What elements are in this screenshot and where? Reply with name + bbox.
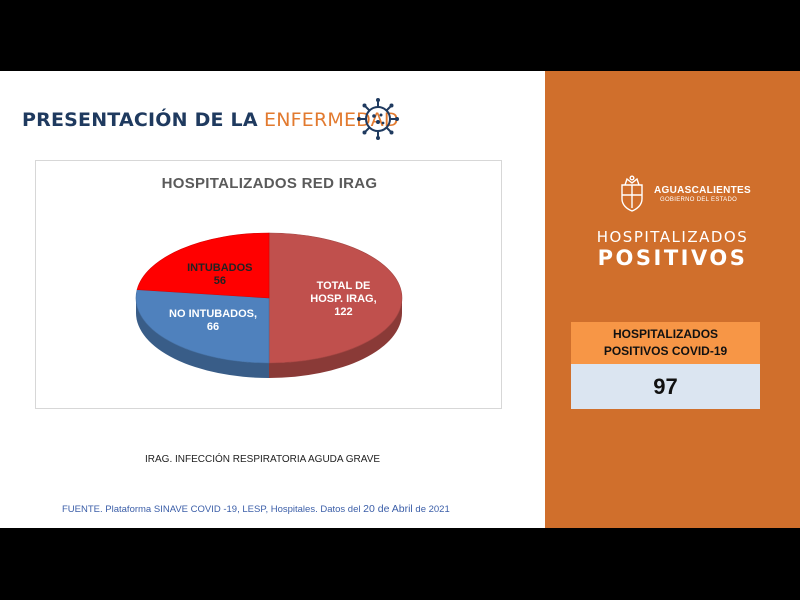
pie-side-1 [136, 298, 269, 378]
pie-label-0: TOTAL DE HOSP. IRAG, 122 [310, 280, 376, 318]
pie-chart: TOTAL DE HOSP. IRAG, 122 NO INTUBADOS, 66 INT… [135, 232, 403, 378]
coat-of-arms-icon [621, 175, 643, 212]
pie-label-1: NO INTUBADOS, 66 [169, 308, 257, 333]
title-bold: PRESENTACIÓN DE LA [22, 109, 258, 131]
slide: PRESENTACIÓN DE LA ENFERMEDAD HOSPITALIZ… [0, 71, 800, 528]
logo-subtitle: GOBIERNO DEL ESTADO [660, 197, 738, 203]
page-title: PRESENTACIÓN DE LA ENFERMEDAD [22, 109, 399, 131]
stat-value: 97 [571, 364, 760, 409]
panel-title-line2: POSITIVOS [597, 246, 748, 270]
pie-slice-1 [135, 289, 270, 364]
chart-title: HOSPITALIZADOS RED IRAG [161, 175, 378, 192]
source-note: FUENTE. Plataforma SINAVE COVID -19, LES… [62, 503, 450, 515]
stat-label-text: HOSPITALIZADOS POSITIVOS COVID-19 [603, 327, 728, 358]
panel-title-line1: HOSPITALIZADOS [596, 228, 749, 246]
pie-slice-2 [136, 232, 270, 299]
pie-slice-0 [268, 232, 403, 364]
stat-label: HOSPITALIZADOS POSITIVOS COVID-19 [571, 322, 760, 364]
footnote: IRAG. INFECCIÓN RESPIRATORIA AGUDA GRAVE [145, 454, 381, 465]
virus-icon [357, 98, 399, 140]
source-part2: 20 de Abril [363, 503, 413, 515]
chart-frame: HOSPITALIZADOS RED IRAG TOTAL DE HOSP. IR… [35, 160, 502, 409]
source-part3: de 2021 [415, 504, 450, 515]
title-light: ENFERMEDAD [264, 109, 399, 131]
pie-label-2: INTUBADOS 56 [187, 262, 252, 287]
source-part1: FUENTE. Plataforma SINAVE COVID -19, LES… [62, 504, 361, 515]
stat-box: HOSPITALIZADOS POSITIVOS COVID-19 97 [571, 322, 760, 409]
logo-name: AGUASCALIENTES [654, 185, 751, 196]
side-panel [545, 71, 800, 528]
pie-side-0 [269, 298, 402, 378]
